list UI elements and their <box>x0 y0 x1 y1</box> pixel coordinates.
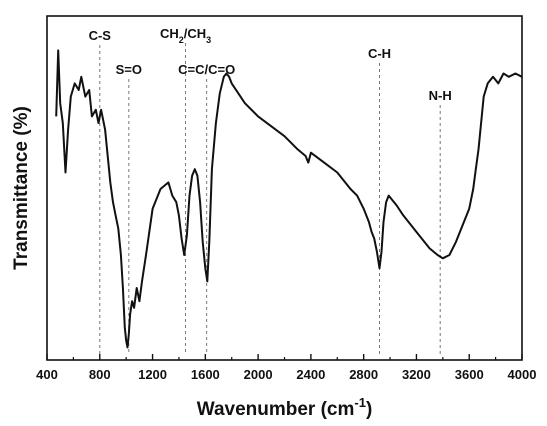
annotation-label: C-H <box>368 46 391 61</box>
annotation-label: C-S <box>89 28 112 43</box>
annotation-label: CH2/CH3 <box>160 26 211 45</box>
annotation-label: S=O <box>116 62 142 77</box>
x-tick-label: 1200 <box>138 367 167 382</box>
x-axis-ticks: 400 800 1200 1600 2000 2400 2800 3200 3600 4000 <box>36 354 536 382</box>
x-tick-label: 1600 <box>191 367 220 382</box>
annotations-layer: C-S S=O CH2/CH3 C=C/C=O C-H N-H <box>89 26 452 354</box>
x-tick-label: 3200 <box>402 367 431 382</box>
x-axis-label-main: Wavenumber (cm <box>197 399 355 420</box>
x-tick-label: 2400 <box>296 367 325 382</box>
x-axis-label-superscript: -1 <box>354 395 366 410</box>
x-tick-label: 4000 <box>508 367 537 382</box>
spectrum-line <box>55 49 523 349</box>
x-axis-label: Wavenumber (cm-1) <box>197 395 373 420</box>
x-axis-label-end: ) <box>366 399 372 420</box>
x-tick-label: 2800 <box>349 367 378 382</box>
x-tick-label: 400 <box>36 367 58 382</box>
x-tick-label: 2000 <box>244 367 273 382</box>
annotation-label: N-H <box>429 88 452 103</box>
x-tick-label: 800 <box>89 367 111 382</box>
x-tick-label: 3600 <box>455 367 484 382</box>
annotation-label: C=C/C=O <box>178 62 235 77</box>
y-axis-label: Transmittance (%) <box>11 106 32 270</box>
